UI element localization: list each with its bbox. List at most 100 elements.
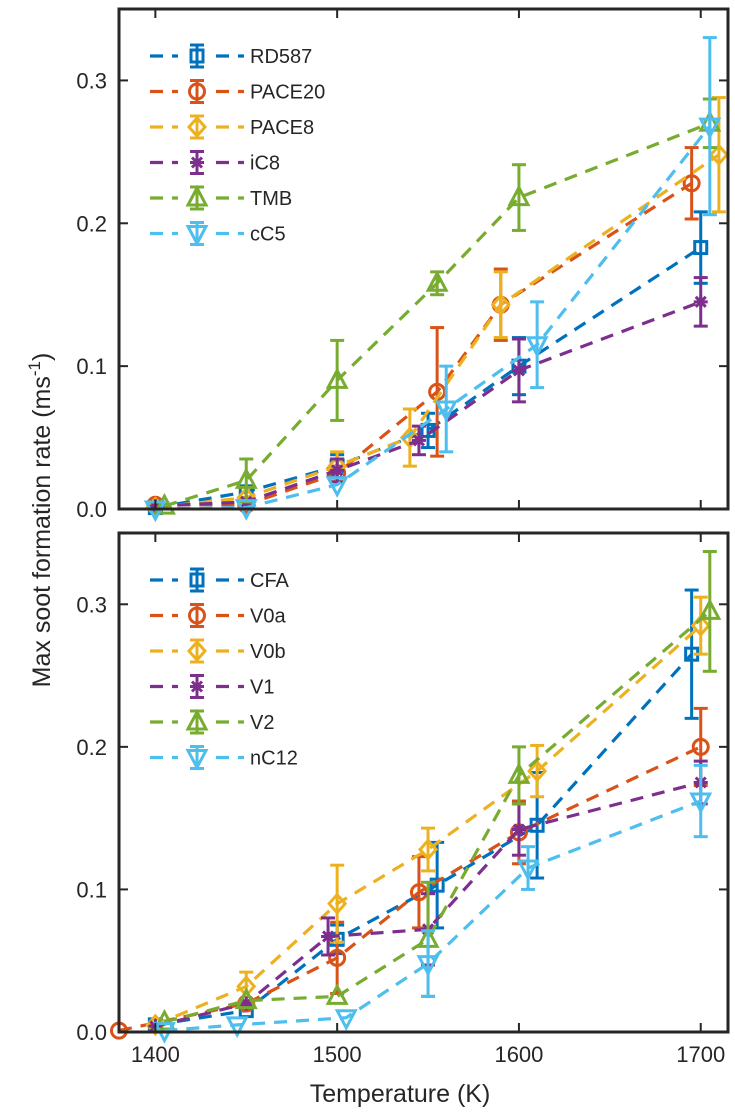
data-point bbox=[325, 367, 349, 389]
data-point bbox=[693, 240, 709, 256]
legend-label: V0a bbox=[250, 606, 286, 628]
legend-marker bbox=[186, 115, 208, 139]
legend-marker bbox=[188, 606, 206, 625]
legend-entry-V1: V1 bbox=[150, 674, 274, 699]
legend-label: PACE8 bbox=[250, 117, 314, 139]
data-point bbox=[330, 463, 345, 478]
x-tick-label: 1700 bbox=[676, 1042, 725, 1067]
legend-label: RD587 bbox=[250, 46, 312, 68]
series-line bbox=[155, 153, 720, 510]
series-line bbox=[163, 610, 711, 1024]
data-point bbox=[425, 270, 449, 292]
legend-label: nC12 bbox=[250, 748, 298, 770]
bottom-ticks: 0.0 0.1 0.2 0.3 1400 1500 1600 1700 bbox=[76, 533, 728, 1067]
data-point bbox=[152, 492, 176, 515]
series-line bbox=[155, 653, 693, 1027]
series-line bbox=[155, 125, 712, 511]
series-line bbox=[164, 799, 702, 1033]
legend-label: cC5 bbox=[250, 224, 286, 246]
legend-marker bbox=[186, 639, 208, 663]
data-point bbox=[490, 293, 511, 316]
data-point bbox=[239, 996, 254, 1011]
legend-label: TMB bbox=[250, 188, 292, 210]
y-tick-label: 0.3 bbox=[76, 592, 107, 617]
bottom-plot-data bbox=[110, 550, 722, 1044]
data-point bbox=[516, 859, 540, 882]
legend-entry-PACE20: PACE20 bbox=[150, 79, 325, 104]
series-line bbox=[155, 246, 702, 510]
y-tick-label: 0.3 bbox=[76, 68, 107, 93]
legend-entry-PACE8: PACE8 bbox=[150, 114, 314, 140]
series-iC8 bbox=[148, 276, 708, 514]
legend-entry-nC12: nC12 bbox=[150, 745, 298, 771]
series-line bbox=[118, 745, 702, 1033]
legend-label: iC8 bbox=[250, 153, 280, 175]
series-TMB bbox=[152, 97, 722, 515]
x-tick-label: 1600 bbox=[494, 1042, 543, 1067]
data-point bbox=[416, 955, 440, 977]
y-axis-title: Max soot formation rate (ms-1) bbox=[25, 353, 56, 688]
series-RD587 bbox=[147, 210, 709, 516]
data-point bbox=[327, 892, 348, 915]
legend-entry-V0b: V0b bbox=[150, 638, 286, 664]
data-point bbox=[693, 294, 708, 309]
top-axes-frame bbox=[117, 7, 730, 511]
data-point bbox=[511, 822, 526, 837]
data-point bbox=[234, 467, 258, 489]
legend-marker bbox=[185, 184, 209, 207]
data-point bbox=[690, 614, 711, 637]
legend-entry-CFA: CFA bbox=[150, 567, 290, 593]
y-tick-label: 0.2 bbox=[76, 211, 107, 236]
data-point bbox=[511, 363, 526, 378]
data-point bbox=[698, 598, 722, 620]
x-tick-label: 1500 bbox=[313, 1042, 362, 1067]
y-tick-label: 0.2 bbox=[76, 735, 107, 760]
legend-label: V0b bbox=[250, 641, 286, 663]
data-point bbox=[434, 400, 458, 423]
data-point bbox=[527, 759, 548, 783]
data-point bbox=[234, 987, 258, 1010]
data-point bbox=[321, 929, 336, 944]
legend-entry-iC8: iC8 bbox=[150, 150, 280, 175]
data-point bbox=[328, 948, 347, 967]
series-line bbox=[155, 181, 693, 507]
legend-label: V1 bbox=[250, 677, 274, 699]
data-point bbox=[525, 336, 549, 358]
series-line bbox=[163, 121, 711, 508]
data-point bbox=[691, 737, 710, 756]
series-PACE20 bbox=[146, 146, 701, 514]
top-plot-data bbox=[143, 36, 729, 523]
legend-marker bbox=[189, 48, 205, 64]
bottom-legend: CFA V0a V0b V1 V2 nC12 bbox=[150, 567, 298, 771]
legend-entry-TMB: TMB bbox=[150, 184, 292, 211]
series-line bbox=[155, 780, 702, 1028]
data-point bbox=[411, 433, 426, 448]
top-ticks: 0.0 0.1 0.2 0.3 bbox=[76, 9, 728, 522]
legend-entry-cC5: cC5 bbox=[150, 221, 286, 247]
data-point bbox=[225, 1016, 249, 1039]
legend-marker bbox=[185, 225, 209, 247]
data-point bbox=[236, 975, 257, 998]
legend-marker bbox=[188, 82, 206, 101]
bottom-axes-frame bbox=[117, 531, 730, 1034]
legend-label: V2 bbox=[250, 712, 274, 734]
data-point bbox=[689, 792, 713, 815]
series-line bbox=[155, 300, 702, 508]
data-point bbox=[698, 117, 722, 140]
legend-entry-V2: V2 bbox=[150, 708, 274, 735]
y-tick-label: 0.0 bbox=[76, 497, 107, 522]
data-point bbox=[429, 877, 445, 893]
data-point bbox=[507, 184, 531, 207]
legend-marker bbox=[189, 572, 205, 588]
legend-label: CFA bbox=[250, 570, 290, 592]
y-tick-label: 0.1 bbox=[76, 354, 107, 379]
x-axis-title: Temperature (K) bbox=[310, 1080, 491, 1108]
series-line bbox=[154, 624, 702, 1027]
series-nC12 bbox=[152, 763, 713, 1044]
y-tick-label: 0.0 bbox=[76, 1020, 107, 1045]
legend-entry-V0a: V0a bbox=[150, 603, 286, 628]
data-point bbox=[325, 476, 349, 498]
data-point bbox=[325, 983, 349, 1005]
legend-marker bbox=[185, 708, 209, 731]
